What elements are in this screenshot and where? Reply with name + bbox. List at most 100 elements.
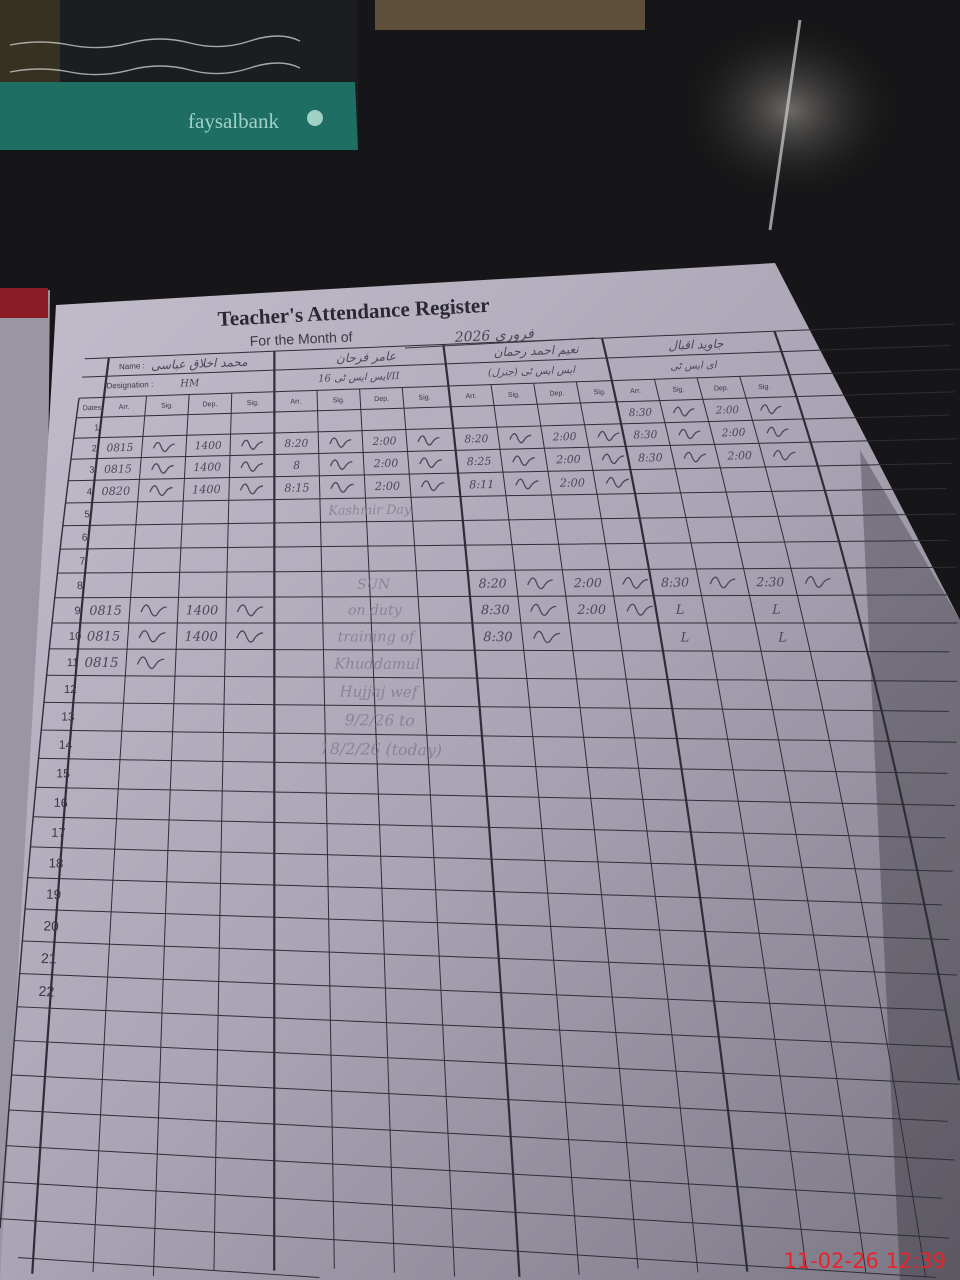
handwritten-note: on duty <box>348 603 403 619</box>
teacher-designation: HM <box>179 378 200 390</box>
signature-scribble <box>136 656 165 670</box>
column-header: Dep. <box>202 401 217 408</box>
glass-highlight <box>768 19 802 231</box>
signature-scribble <box>678 428 701 440</box>
column-header: Sig. <box>508 392 520 399</box>
arrival-time: 8:30 <box>633 428 657 442</box>
teacher-column-border <box>31 357 110 1274</box>
signature-scribble <box>626 603 653 616</box>
signature-scribble <box>329 459 353 470</box>
departure-time: L <box>771 603 781 618</box>
bank-card: faysalbank <box>0 0 358 150</box>
sub-column-line <box>575 381 699 1273</box>
column-header: Arr. <box>465 393 476 400</box>
arrival-time: 0815 <box>87 629 120 644</box>
signature-scribble <box>512 455 535 467</box>
row-line <box>60 539 949 550</box>
row-line <box>46 674 958 682</box>
sub-column-line <box>739 376 927 1277</box>
teacher-name: نعیم احمد رحمان <box>493 342 579 359</box>
teacher-column-border <box>600 337 749 1272</box>
column-header: Dep. <box>549 390 564 397</box>
signature-scribble <box>533 630 560 644</box>
departure-time: 1400 <box>193 460 221 474</box>
row-line <box>57 566 957 574</box>
departure-time: 2:00 <box>720 426 745 440</box>
photo-timestamp: 11-02-26 12:39 <box>783 1249 946 1273</box>
arrival-time: 8:30 <box>481 603 510 618</box>
signature-scribble <box>804 576 831 588</box>
signature-scribble <box>138 630 166 643</box>
sub-column-line <box>213 393 233 1271</box>
handwritten-note: Khuddamul <box>333 656 420 673</box>
bank-brand: faysalbank <box>188 109 279 133</box>
date-label: 19 <box>46 887 61 902</box>
teacher-designation: ای ایس ٹی <box>670 360 718 373</box>
signature-scribble <box>509 433 532 444</box>
date-label: 8 <box>77 580 83 592</box>
sub-column-line <box>490 384 580 1275</box>
arrival-time: 8 <box>293 459 300 472</box>
arrival-time: L <box>680 630 690 645</box>
signature-scribble <box>239 483 264 495</box>
departure-time: 2:00 <box>374 480 400 493</box>
row-line <box>6 1145 943 1199</box>
signature-scribble <box>683 451 707 463</box>
arrival-time: 0815 <box>84 656 118 671</box>
signature-scribble <box>772 449 796 461</box>
red-cover <box>0 288 48 318</box>
sub-column-line <box>533 383 639 1269</box>
sub-column-line <box>653 379 807 1270</box>
row-line <box>54 594 950 599</box>
date-label: 20 <box>43 918 59 934</box>
register-grid <box>0 323 960 1278</box>
arrival-time: 0820 <box>101 485 130 499</box>
signature-scribble <box>601 453 625 465</box>
teacher-column-border <box>442 344 521 1277</box>
date-label: 5 <box>84 509 90 520</box>
arrival-time: 8:20 <box>479 576 507 591</box>
signature-scribble <box>149 485 173 496</box>
page-shadow <box>860 450 960 1280</box>
dates-header: Dates <box>83 405 102 413</box>
signature-scribble <box>329 437 352 448</box>
brown-box <box>375 0 645 30</box>
teacher-designation: ایس ایس ٹی 16/II <box>318 371 401 385</box>
date-label: 21 <box>41 950 57 967</box>
column-header: Dep. <box>714 385 729 392</box>
handwritten-note: 9/2/26 to <box>345 711 415 730</box>
signature-scribble <box>236 630 264 643</box>
header-line <box>84 323 954 360</box>
column-header: Dep. <box>374 396 389 403</box>
column-header: Sig. <box>333 397 345 404</box>
departure-time: 2:00 <box>726 449 752 463</box>
sub-column-line <box>152 394 190 1277</box>
signature-scribble <box>241 439 263 450</box>
arrival-time: L <box>675 603 685 618</box>
column-header: Arr. <box>290 398 301 405</box>
date-label: 22 <box>38 984 55 1001</box>
arrival-time: 0815 <box>89 604 122 619</box>
signature-scribble <box>527 577 553 590</box>
name-label: Name : <box>119 361 145 371</box>
teacher-name: جاوید اقبال <box>668 337 724 353</box>
row-line <box>38 757 948 774</box>
sub-column-line <box>316 390 335 1269</box>
signature-scribble <box>760 404 782 415</box>
column-header: Arr. <box>119 404 130 411</box>
register-cells: Dates Designation : Name : محمد اخلاق عباسی… <box>38 337 831 1001</box>
signature-scribble <box>152 441 175 453</box>
handwritten-note: Hujjaj wef <box>338 682 419 701</box>
date-label: 3 <box>89 465 94 475</box>
departure-time: 2:00 <box>715 404 740 417</box>
month-underline <box>404 337 596 349</box>
date-label: 4 <box>87 487 93 498</box>
date-label: 9 <box>74 605 80 617</box>
date-label: 12 <box>64 683 77 696</box>
column-header: Arr. <box>630 388 641 395</box>
date-label: 17 <box>51 825 66 840</box>
departure-time: 2:00 <box>576 603 606 618</box>
signature-scribble <box>419 457 442 469</box>
signature-scribble <box>140 604 167 617</box>
